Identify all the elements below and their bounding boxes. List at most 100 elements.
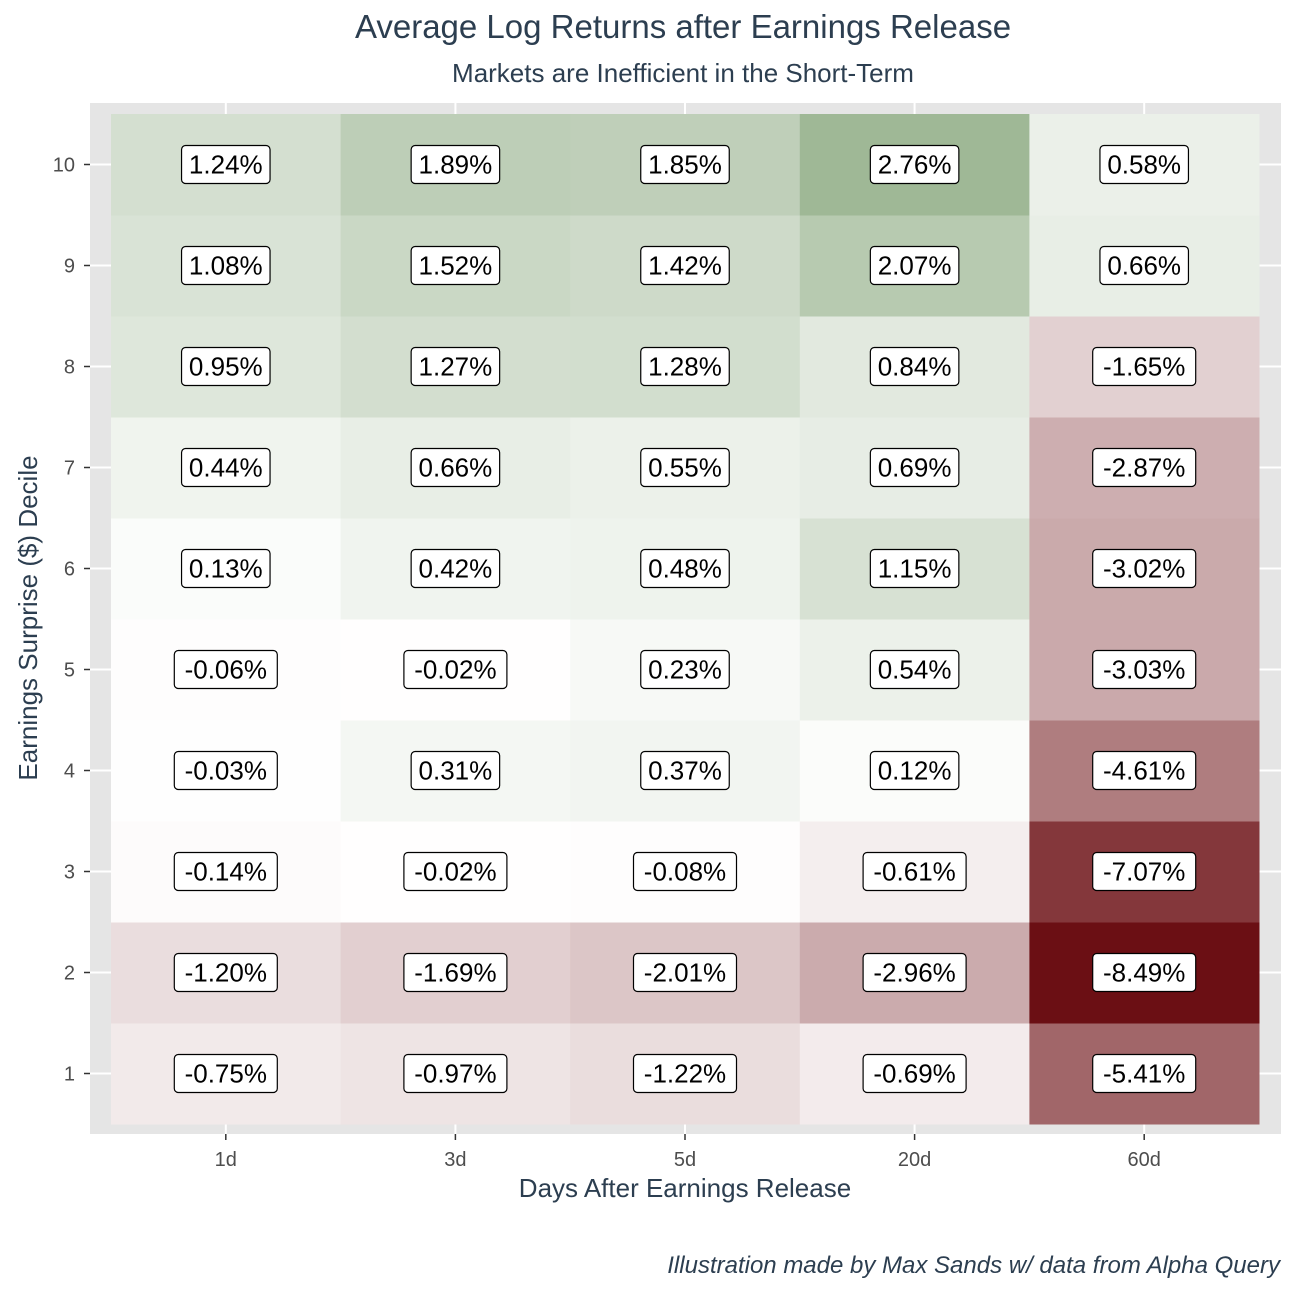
cell-value-label: 0.66%	[1107, 251, 1181, 281]
cell-label-box	[632, 1053, 738, 1094]
cell-label-box	[1092, 447, 1197, 488]
cell-value-label: 0.69%	[878, 453, 952, 483]
cell-label: -0.61%	[862, 851, 967, 892]
cell-label: -0.03%	[173, 750, 278, 791]
cell-label-box	[1099, 144, 1190, 185]
cell-label-box	[173, 649, 278, 690]
y-axis-ticks: 1 2 3 4 5 6 7 8 9 10	[53, 155, 90, 1086]
cell-value-label: 2.76%	[878, 150, 952, 180]
cell-value-label: 1.15%	[878, 554, 952, 584]
cell-label: 2.07%	[869, 245, 960, 286]
cell-label-box	[180, 346, 271, 387]
cell-label: 0.31%	[410, 750, 501, 791]
cell-value-label: 0.48%	[648, 554, 722, 584]
cell-value-label: -8.49%	[1103, 958, 1185, 988]
cell-value-label: -0.14%	[185, 857, 267, 887]
cell-label-box	[410, 245, 501, 286]
cell-label: 1.15%	[869, 548, 960, 589]
cell-label: 0.37%	[640, 750, 730, 791]
cell-label-box	[640, 447, 730, 488]
cell-label-box	[180, 548, 271, 589]
cell-label-box	[862, 952, 967, 993]
cell-label-box	[632, 952, 738, 993]
cell-label-box	[403, 649, 508, 690]
cell-value-label: -0.02%	[414, 655, 496, 685]
x-axis-title: Days After Earnings Release	[519, 1173, 851, 1203]
y-tick-label: 3	[64, 862, 75, 884]
cell-label: -0.02%	[403, 649, 508, 690]
cell-label: 1.85%	[640, 144, 730, 185]
cell-value-label: 0.55%	[648, 453, 722, 483]
x-tick-label: 5d	[674, 1149, 696, 1171]
cell-label-box	[403, 952, 508, 993]
cell-label: 0.66%	[410, 447, 501, 488]
cell-label-box	[869, 245, 960, 286]
cell-label: -0.02%	[403, 851, 508, 892]
cell-label: 0.55%	[640, 447, 730, 488]
x-tick-label: 60d	[1128, 1149, 1161, 1171]
cell-label-box	[410, 144, 501, 185]
cell-label: -1.65%	[1092, 346, 1197, 387]
cell-label-box	[180, 245, 271, 286]
cell-value-label: 1.89%	[419, 150, 493, 180]
cell-label: 0.58%	[1099, 144, 1190, 185]
cell-value-label: -3.02%	[1103, 554, 1185, 584]
cell-label-box	[410, 447, 501, 488]
cell-label-box	[1092, 649, 1197, 690]
cell-label-box	[173, 851, 278, 892]
y-tick-label: 5	[64, 660, 75, 682]
cell-label-box	[180, 144, 271, 185]
cell-value-label: 1.85%	[648, 150, 722, 180]
cell-label-box	[869, 548, 960, 589]
cell-label: 1.42%	[640, 245, 730, 286]
y-tick-label: 8	[64, 357, 75, 379]
x-tick-label: 1d	[215, 1149, 237, 1171]
cell-label-box	[862, 1053, 967, 1094]
cell-value-label: 0.42%	[419, 554, 493, 584]
cell-value-label: 1.08%	[189, 251, 263, 281]
cell-label-box	[1092, 346, 1197, 387]
cell-value-label: 0.84%	[878, 352, 952, 382]
cell-label-box	[410, 548, 501, 589]
cell-label: -1.22%	[632, 1053, 738, 1094]
cell-value-label: -0.06%	[185, 655, 267, 685]
cell-value-label: -0.08%	[644, 857, 726, 887]
x-tick-label: 3d	[444, 1149, 466, 1171]
cell-label-box	[869, 750, 960, 791]
cell-label-box	[640, 750, 730, 791]
cell-label: 0.48%	[640, 548, 730, 589]
cell-label-box	[180, 447, 271, 488]
cell-label-box	[869, 649, 960, 690]
cell-value-label: -1.65%	[1103, 352, 1185, 382]
cell-label-box	[1092, 750, 1197, 791]
cell-label-box	[173, 952, 278, 993]
y-tick-label: 9	[64, 256, 75, 278]
cell-value-label: 1.52%	[419, 251, 493, 281]
cell-label: 0.84%	[869, 346, 960, 387]
cell-label-box	[1092, 952, 1197, 993]
y-tick-label: 10	[53, 155, 75, 177]
cell-value-label: 0.54%	[878, 655, 952, 685]
cell-label-box	[640, 649, 730, 690]
cell-label: 0.13%	[180, 548, 271, 589]
cell-value-label: -7.07%	[1103, 857, 1185, 887]
cell-value-label: 1.24%	[189, 150, 263, 180]
cell-value-label: 1.42%	[648, 251, 722, 281]
cell-label: 1.28%	[640, 346, 730, 387]
cell-label: 2.76%	[869, 144, 960, 185]
x-axis-ticks: 1d 3d 5d 20d 60d	[215, 1134, 1161, 1171]
cell-label: 1.08%	[180, 245, 271, 286]
cell-value-label: 0.44%	[189, 453, 263, 483]
cell-value-label: -3.03%	[1103, 655, 1185, 685]
cell-label-box	[862, 851, 967, 892]
cell-label-box	[869, 144, 960, 185]
cell-value-label: -0.69%	[873, 1059, 955, 1089]
cell-labels: -0.75% -0.97% -1.22% -0.69% -5.41% -1.20% -1.6…	[173, 144, 1197, 1094]
cell-label: 0.54%	[869, 649, 960, 690]
cell-label: 1.89%	[410, 144, 501, 185]
cell-label: -1.20%	[173, 952, 278, 993]
cell-value-label: -1.69%	[414, 958, 496, 988]
cell-label: -1.69%	[403, 952, 508, 993]
cell-label: 0.23%	[640, 649, 730, 690]
